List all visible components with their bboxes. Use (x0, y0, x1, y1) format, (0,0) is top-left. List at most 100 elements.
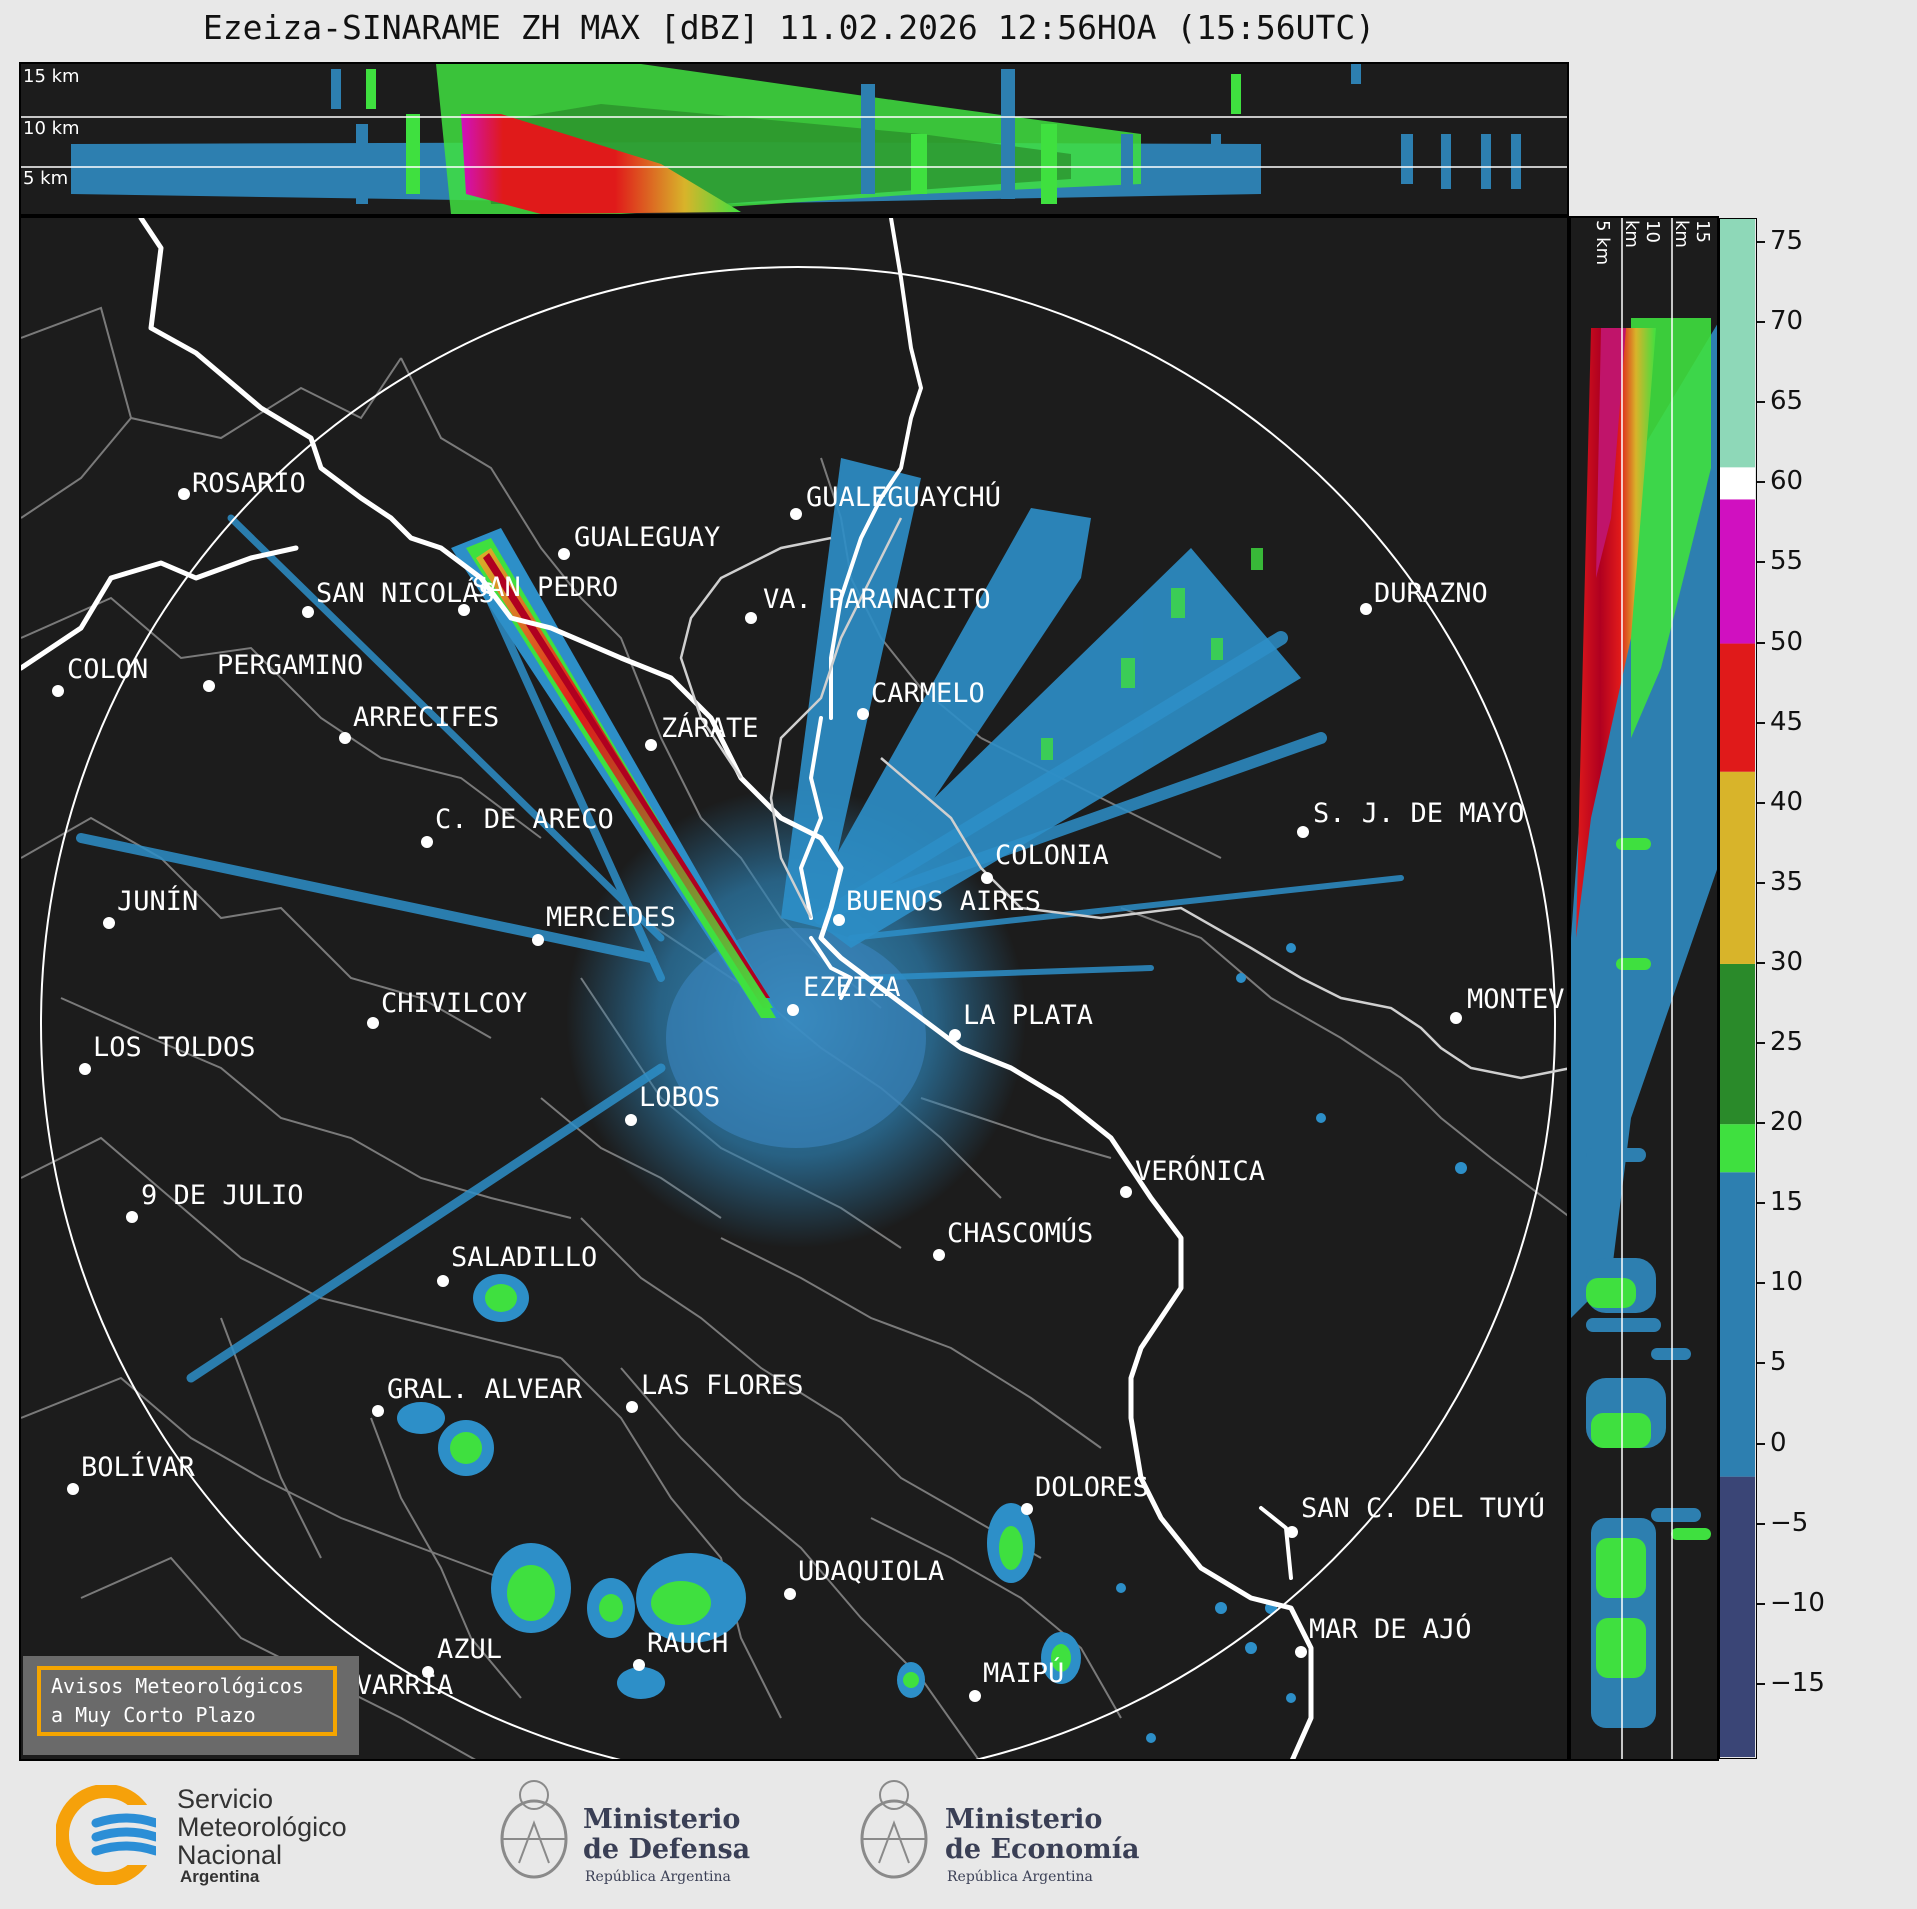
colorbar-gradient (1720, 219, 1755, 1757)
city-marker (790, 508, 802, 520)
colorbar-tick-label: 45 (1770, 706, 1804, 737)
height-label-5km: 5 km (1592, 220, 1613, 266)
defensa-line-2: de Defensa (583, 1834, 751, 1865)
top-cross-section-panel: 15 km 10 km 5 km (19, 62, 1569, 216)
city-label: LOS TOLDOS (93, 1032, 256, 1063)
city-marker (178, 488, 190, 500)
city-label: SAN PEDRO (472, 572, 619, 603)
city-marker (1021, 1503, 1033, 1515)
city-marker (458, 604, 470, 616)
city-label: CHIVILCOY (381, 988, 528, 1019)
smn-name: Servicio Meteorológico Nacional (177, 1785, 347, 1869)
convective-cells (397, 1274, 1081, 1699)
scattered-echoes (331, 64, 1521, 204)
city-label: UDAQUIOLA (798, 1556, 945, 1587)
city-label: ARRECIFES (353, 702, 500, 733)
colorbar-tick-label: 50 (1770, 626, 1804, 657)
colorbar-tick-label: 0 (1770, 1427, 1787, 1458)
city-label: GRAL. ALVEAR (387, 1374, 583, 1405)
city-marker (421, 836, 433, 848)
city-marker (52, 685, 64, 697)
city-marker (1450, 1012, 1462, 1024)
colorbar-tick-label: −5 (1770, 1507, 1809, 1538)
defensa-line-1: Ministerio (583, 1804, 741, 1835)
colorbar-tick-label: 30 (1770, 946, 1804, 977)
colorbar-tick (1757, 401, 1765, 404)
economia-line-1: Ministerio (945, 1804, 1103, 1835)
city-label: DOLORES (1035, 1472, 1149, 1503)
city-marker (1286, 1526, 1298, 1538)
colorbar-band (1720, 771, 1755, 964)
echo-layer-green (1631, 318, 1711, 738)
top-cross-section-plot (21, 64, 1567, 214)
colorbar-tick-label: −10 (1770, 1587, 1825, 1618)
city-label: LOBOS (639, 1082, 721, 1113)
city-marker (558, 548, 570, 560)
colorbar-band (1720, 1124, 1755, 1173)
colorbar-band (1720, 1172, 1755, 1477)
colorbar-tick-label: 15 (1770, 1187, 1804, 1218)
city-marker (949, 1029, 961, 1041)
colorbar-tick-label: −15 (1770, 1667, 1825, 1698)
colorbar-tick (1757, 881, 1765, 884)
city-marker (745, 612, 757, 624)
city-marker (437, 1275, 449, 1287)
city-label: BUENOS AIRES (846, 886, 1042, 917)
colorbar-tick (1757, 721, 1765, 724)
colorbar-tick (1757, 1202, 1765, 1205)
economia-title: Ministerio de Economía (945, 1805, 1139, 1865)
city-label: MERCEDES (546, 902, 677, 933)
city-label: LA PLATA (963, 1000, 1094, 1031)
city-marker (981, 872, 993, 884)
smn-line-2: Meteorológico (177, 1812, 347, 1842)
smn-logo-icon (56, 1785, 156, 1885)
city-label: VA. PARANACITO (763, 584, 991, 615)
city-marker (339, 732, 351, 744)
avisos-box[interactable]: Avisos Meteorológicos a Muy Corto Plazo (23, 1656, 359, 1755)
colorbar-band (1720, 1476, 1755, 1757)
radar-site-marker (787, 1004, 799, 1016)
city-label: SAN C. DEL TUYÚ (1301, 1493, 1545, 1524)
city-label: MAIPÚ (983, 1658, 1065, 1689)
city-label: COLONIA (995, 840, 1109, 871)
colorbar-tick-label: 60 (1770, 466, 1804, 497)
city-marker (67, 1483, 79, 1495)
city-label: SAN NICOLÁS (316, 578, 495, 609)
colorbar-band (1720, 643, 1755, 772)
smn-line-1: Servicio (177, 1784, 274, 1814)
city-marker (1295, 1646, 1307, 1658)
city-label: MONTEVIDEO (1467, 984, 1567, 1015)
city-label: ROSARIO (192, 468, 306, 499)
city-label: EZEIZA (803, 972, 901, 1003)
ground-clutter-core (666, 928, 926, 1148)
city-label: JUNÍN (117, 886, 199, 917)
colorbar-band (1720, 963, 1755, 1125)
colorbar-tick-label: 75 (1770, 226, 1804, 257)
colorbar-tick (1757, 241, 1765, 244)
city-label: DURAZNO (1374, 578, 1488, 609)
city-marker (532, 934, 544, 946)
city-marker (625, 1114, 637, 1126)
colorbar-tick (1757, 1522, 1765, 1525)
city-marker (857, 708, 869, 720)
colorbar-tick (1757, 1682, 1765, 1685)
colorbar-tick (1757, 1362, 1765, 1365)
city-marker (1297, 826, 1309, 838)
colorbar-tick-label: 70 (1770, 306, 1804, 337)
city-label: RAUCH (647, 1628, 729, 1659)
scattered-echoes-green (1586, 838, 1711, 1678)
coat-of-arms-icon (860, 1780, 928, 1879)
city-marker (933, 1249, 945, 1261)
radar-map-panel: ROSARIO GUALEGUAYCHÚ GUALEGUAY SAN NICOL… (19, 216, 1569, 1761)
city-marker (372, 1405, 384, 1417)
city-label: MAR DE AJÓ (1309, 1614, 1472, 1645)
city-label: S. J. DE MAYO (1313, 798, 1525, 829)
storm-core-max (1596, 328, 1626, 578)
avisos-link[interactable]: Avisos Meteorológicos a Muy Corto Plazo (37, 1666, 337, 1736)
city-label: AZUL (437, 1634, 503, 1665)
colorbar-tick (1757, 481, 1765, 484)
city-marker (1120, 1186, 1132, 1198)
colorbar-tick-label: 65 (1770, 386, 1804, 417)
height-label-15km: 15 km (1671, 220, 1713, 248)
avisos-line-2: a Muy Corto Plazo (51, 1703, 256, 1727)
